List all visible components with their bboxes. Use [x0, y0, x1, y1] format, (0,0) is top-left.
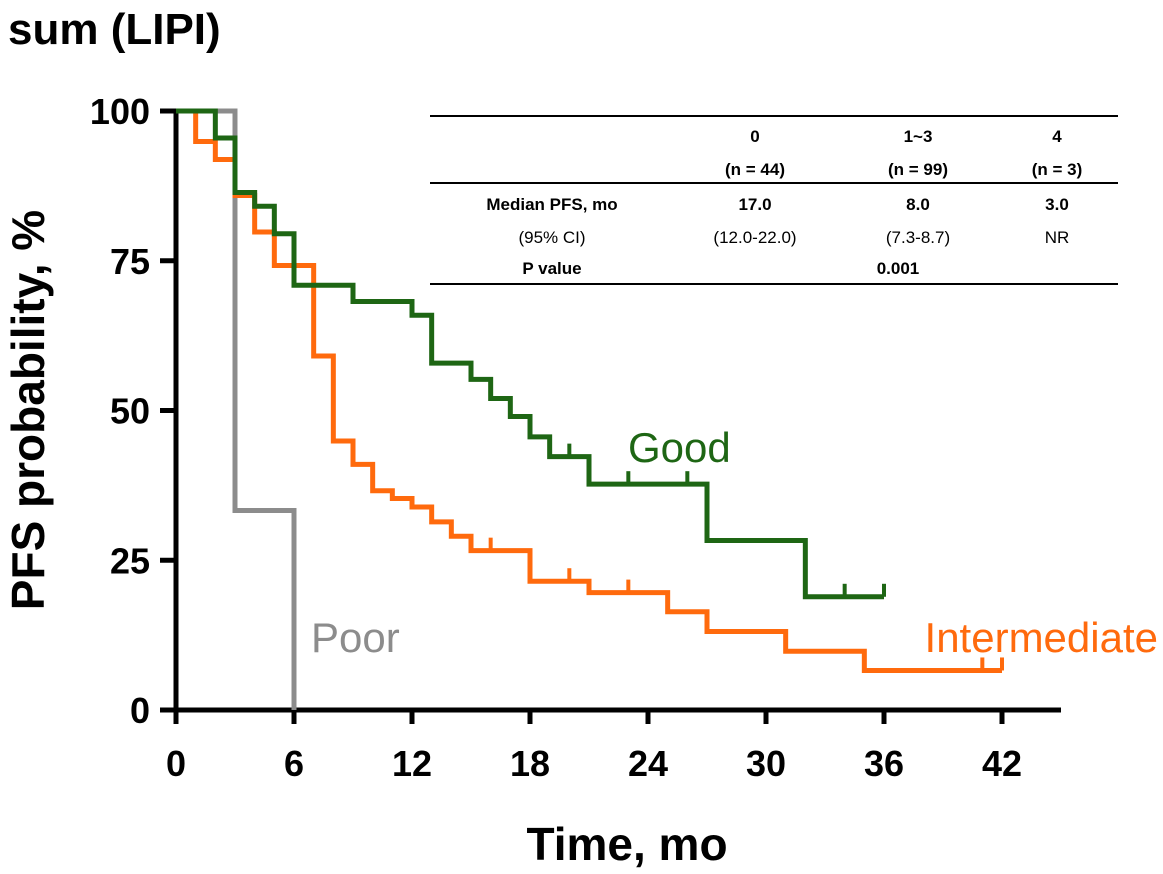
x-tick-label: 6 — [284, 743, 304, 784]
table-n-4: (n = 3) — [1032, 160, 1083, 179]
table-ci-4: NR — [1045, 228, 1070, 247]
x-tick-label: 12 — [392, 743, 432, 784]
table-col-header-1-3: 1~3 — [904, 127, 933, 146]
table-row-label-ci: (95% CI) — [518, 228, 585, 247]
x-axis-title: Time, mo — [526, 818, 727, 870]
survival-curves — [176, 108, 1004, 710]
series-line-intermediate — [176, 108, 1002, 673]
x-tick-label: 18 — [510, 743, 550, 784]
table-row-label-median: Median PFS, mo — [486, 195, 617, 214]
table-pvalue: 0.001 — [877, 259, 920, 278]
table-median-1-3: 8.0 — [906, 195, 930, 214]
table-n-0: (n = 44) — [725, 160, 785, 179]
x-tick-label: 36 — [864, 743, 904, 784]
stats-table: 0 1~3 4 (n = 44) (n = 99) (n = 3) Median… — [430, 115, 1118, 285]
chart-title: sum (LIPI) — [8, 5, 221, 54]
x-tick-label: 0 — [166, 743, 186, 784]
series-label-intermediate: Intermediate — [925, 614, 1158, 661]
y-tick-label: 100 — [90, 91, 150, 132]
table-median-0: 17.0 — [738, 195, 771, 214]
x-tick-label: 42 — [982, 743, 1022, 784]
x-axis-ticks: 0 6 12 18 24 30 36 42 — [166, 710, 1022, 784]
table-ci-1-3: (7.3-8.7) — [886, 228, 950, 247]
y-tick-label: 0 — [130, 690, 150, 731]
series-labels: Good Intermediate Poor — [311, 424, 1158, 661]
y-axis-title: PFS probability, % — [2, 210, 54, 610]
y-tick-label: 75 — [110, 241, 150, 282]
series-label-poor: Poor — [311, 614, 400, 661]
series-line-poor — [176, 108, 297, 710]
y-tick-label: 50 — [110, 391, 150, 432]
table-col-header-4: 4 — [1052, 127, 1062, 146]
table-ci-0: (12.0-22.0) — [713, 228, 796, 247]
x-tick-label: 24 — [628, 743, 668, 784]
x-tick-label: 30 — [746, 743, 786, 784]
table-n-1-3: (n = 99) — [888, 160, 948, 179]
table-col-header-0: 0 — [750, 127, 759, 146]
table-row-label-pvalue: P value — [522, 259, 581, 278]
series-line-good — [176, 108, 884, 600]
y-tick-label: 25 — [110, 540, 150, 581]
table-median-4: 3.0 — [1045, 195, 1069, 214]
y-axis-ticks: 0 25 50 75 100 — [90, 91, 176, 731]
series-label-good: Good — [628, 424, 731, 471]
